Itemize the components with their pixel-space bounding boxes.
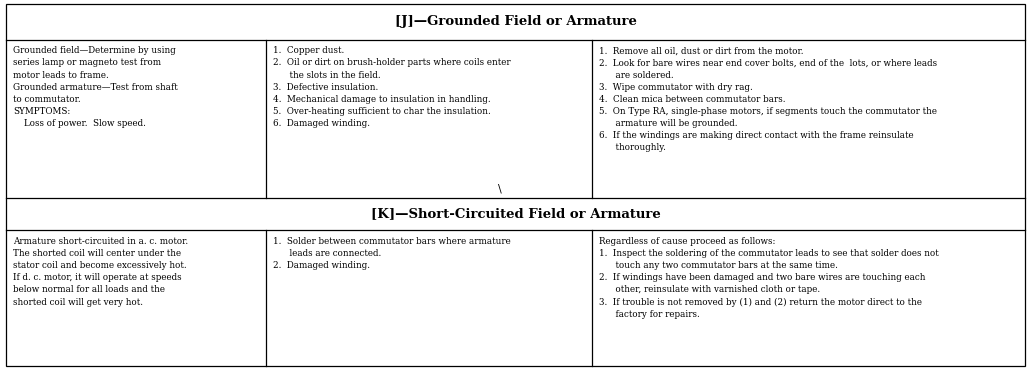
Text: Regardless of cause proceed as follows:
1.  Inspect the soldering of the commuta: Regardless of cause proceed as follows: …	[599, 237, 939, 319]
Text: [J]—Grounded Field or Armature: [J]—Grounded Field or Armature	[395, 15, 636, 28]
Text: Grounded field—Determine by using
series lamp or magneto test from
motor leads t: Grounded field—Determine by using series…	[13, 46, 178, 128]
Text: 1.  Copper dust.
2.  Oil or dirt on brush-holder parts where coils enter
      t: 1. Copper dust. 2. Oil or dirt on brush-…	[273, 46, 510, 128]
Text: 1.  Remove all oil, dust or dirt from the motor.
2.  Look for bare wires near en: 1. Remove all oil, dust or dirt from the…	[599, 46, 937, 152]
Text: [K]—Short-Circuited Field or Armature: [K]—Short-Circuited Field or Armature	[370, 208, 661, 221]
Text: \: \	[498, 184, 502, 194]
Text: 1.  Solder between commutator bars where armature
      leads are connected.
2. : 1. Solder between commutator bars where …	[273, 237, 511, 270]
Text: Armature short-circuited in a. c. motor.
The shorted coil will center under the
: Armature short-circuited in a. c. motor.…	[13, 237, 189, 307]
